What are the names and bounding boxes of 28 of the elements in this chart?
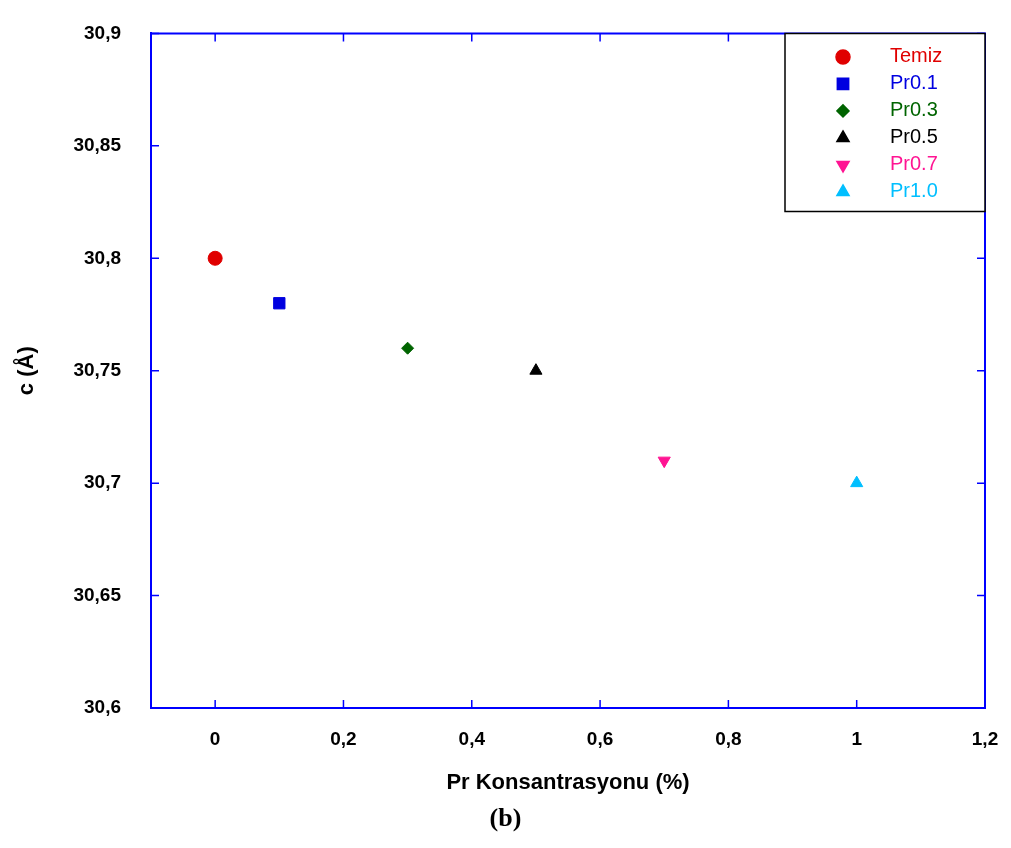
y-tick-label: 30,6 (84, 696, 121, 718)
x-tick-label: 0,6 (586, 727, 614, 749)
y-tick-label: 30,75 (73, 358, 122, 380)
point (273, 297, 286, 310)
y-tick-label: 30,8 (84, 246, 121, 268)
legend-label: Pr0.7 (890, 152, 938, 175)
y-tick-label: 30,65 (73, 583, 122, 605)
text: (b) (488, 803, 523, 833)
x-tick-label: 0 (209, 727, 221, 749)
legend-label: Temiz (890, 44, 943, 67)
legend-label: Pr0.1 (890, 71, 938, 94)
point (207, 250, 223, 266)
y-axis-title: c (Å) (12, 346, 39, 396)
x-tick-label: 0,4 (458, 727, 486, 749)
point (850, 475, 864, 488)
x-tick-label: 1 (851, 727, 863, 749)
legend-label: Pr1.0 (890, 179, 938, 202)
point (401, 341, 415, 355)
y-tick-label: 30,85 (73, 134, 122, 156)
y-tick-label: 30,7 (84, 471, 121, 493)
x-tick-label: 0,8 (715, 727, 742, 749)
x-tick-label: 0,2 (330, 727, 357, 749)
legend-label: Pr0.5 (890, 125, 938, 148)
x-tick-label: 1,2 (971, 727, 999, 749)
x-axis-title: Pr Konsantrasyonu (%) (446, 768, 690, 794)
legend-label: Pr0.3 (890, 98, 938, 121)
y-tick-label: 30,9 (84, 21, 121, 43)
point (529, 363, 543, 375)
